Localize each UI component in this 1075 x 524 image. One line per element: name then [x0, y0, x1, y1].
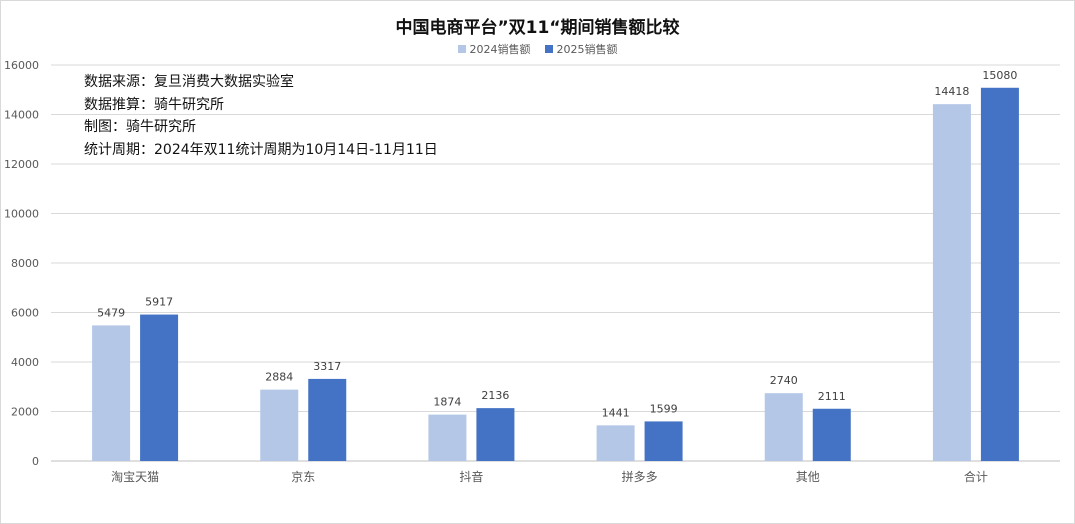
legend-swatch-2025	[544, 45, 553, 53]
data-label: 1441	[602, 406, 630, 419]
bar	[476, 408, 515, 461]
legend-item-2024: 2024销售额	[457, 41, 531, 57]
y-tick-label: 14000	[4, 109, 39, 122]
data-label: 5479	[97, 306, 125, 319]
x-category-label: 抖音	[459, 469, 483, 484]
y-tick-label: 8000	[11, 257, 39, 270]
data-label: 2136	[481, 389, 509, 402]
bar	[428, 414, 467, 461]
bar	[596, 425, 635, 461]
x-category-label: 淘宝天猫	[111, 470, 159, 484]
y-tick-label: 16000	[4, 59, 39, 72]
bar	[812, 408, 851, 461]
legend-item-2025: 2025销售额	[544, 41, 618, 57]
bar	[92, 325, 131, 461]
bar	[764, 393, 803, 461]
y-tick-label: 12000	[4, 158, 39, 171]
data-label: 5917	[145, 296, 173, 309]
bar	[260, 389, 299, 461]
note-chart-maker: 制图：骑牛研究所	[84, 119, 196, 135]
y-tick-label: 4000	[11, 356, 39, 369]
data-label: 2740	[770, 374, 798, 387]
bar	[980, 87, 1019, 462]
data-label: 3317	[313, 360, 341, 373]
x-category-label: 拼多多	[622, 470, 658, 484]
bar	[308, 378, 347, 461]
x-category-label: 合计	[964, 469, 988, 484]
y-tick-label: 10000	[4, 208, 39, 221]
data-label: 1599	[650, 402, 678, 415]
data-label: 2111	[818, 390, 846, 403]
source-notes: 数据来源：复旦消费大数据实验室 数据推算：骑牛研究所 制图：骑牛研究所 统计周期…	[84, 71, 438, 161]
x-category-label: 其他	[796, 470, 820, 484]
data-label: 1874	[433, 396, 461, 409]
note-period: 统计周期：2024年双11统计周期为10月14日-11月11日	[84, 141, 438, 158]
bar	[644, 421, 683, 461]
chart-title: 中国电商平台”双11“期间销售额比较	[395, 18, 680, 38]
note-source: 数据来源：复旦消费大数据实验室	[84, 74, 294, 90]
bar	[932, 104, 971, 461]
data-label: 15080	[982, 69, 1017, 82]
note-estimation: 数据推算：骑牛研究所	[84, 96, 224, 113]
data-label: 2884	[265, 371, 293, 384]
legend-label-2025: 2025销售额	[556, 43, 618, 56]
data-label: 14418	[934, 85, 969, 98]
bar	[140, 314, 179, 461]
legend: 2024销售额 2025销售额	[1, 41, 1074, 57]
x-category-label: 京东	[291, 470, 315, 484]
legend-swatch-2024	[457, 45, 466, 53]
y-tick-label: 6000	[11, 307, 39, 320]
y-tick-label: 0	[32, 455, 39, 468]
y-tick-label: 2000	[11, 406, 39, 419]
legend-label-2024: 2024销售额	[469, 43, 531, 56]
